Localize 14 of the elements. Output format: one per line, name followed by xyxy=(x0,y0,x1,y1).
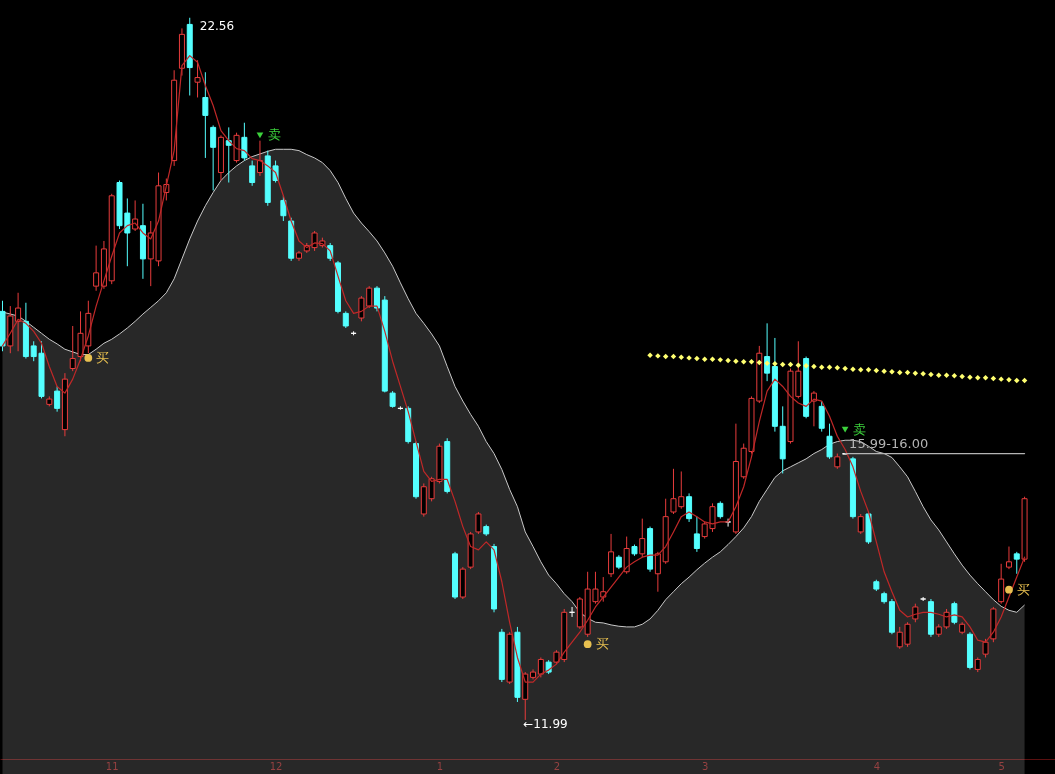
x-tick-label: 3 xyxy=(702,760,709,772)
annotation: 22.56 xyxy=(199,18,235,33)
x-tick-label: 4 xyxy=(873,760,881,772)
annotation: ←11.99 xyxy=(523,716,568,731)
data-label: 卖 xyxy=(853,421,867,437)
data-label: 买 xyxy=(1016,581,1030,597)
x-tick-label: 2 xyxy=(553,760,561,772)
x-tick-label: 1 xyxy=(436,760,444,772)
data-label: 买 xyxy=(96,349,110,365)
x-tick-label: 5 xyxy=(998,760,1005,772)
x-tick-label: 11 xyxy=(105,760,119,772)
x-tick-label: 12 xyxy=(269,760,283,772)
data-label: 买 xyxy=(595,636,609,652)
data-label: 卖 xyxy=(267,127,281,143)
